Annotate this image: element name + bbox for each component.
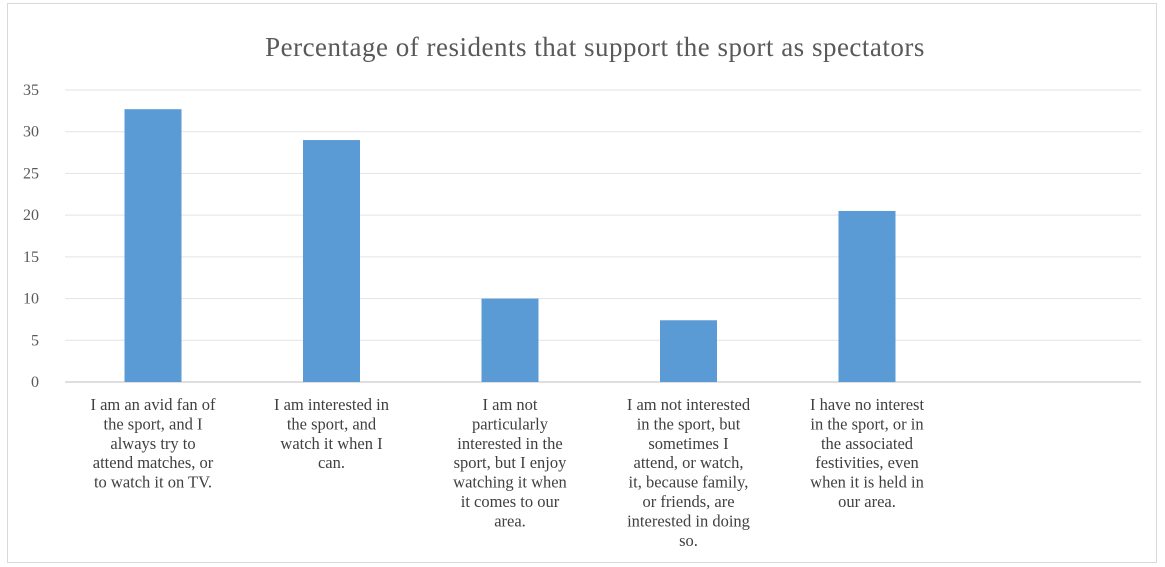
bar-3 — [481, 298, 539, 382]
chart-title: Percentage of residents that support the… — [265, 32, 925, 62]
gridlines — [65, 89, 1141, 383]
y-axis: 0 5 10 15 20 25 30 35 — [23, 82, 39, 391]
y-tick-label: 5 — [31, 332, 39, 349]
x-category-label-4: I am not interested in the sport, but some… — [627, 395, 751, 550]
chart-frame: Percentage of residents that support the… — [7, 3, 1157, 563]
y-tick-label: 35 — [23, 82, 39, 99]
y-tick-label: 25 — [23, 165, 39, 182]
x-category-label-5: I have no interest in the sport, or in the… — [810, 395, 924, 511]
bars — [124, 109, 896, 382]
y-tick-label: 30 — [23, 124, 39, 141]
x-category-label-3: I am not particularly interested in the spo… — [453, 395, 567, 530]
y-tick-label: 15 — [23, 249, 39, 266]
bar-5 — [838, 210, 896, 382]
bar-2 — [303, 140, 360, 382]
y-tick-label: 0 — [31, 374, 39, 391]
x-category-label-2: I am interested in the sport, and watch it… — [274, 395, 389, 472]
bar-chart: Percentage of residents that support the… — [23, 32, 1141, 550]
bar-4 — [660, 320, 717, 382]
y-tick-label: 20 — [23, 207, 39, 224]
bar-1 — [124, 109, 182, 382]
y-tick-label: 10 — [23, 291, 39, 308]
